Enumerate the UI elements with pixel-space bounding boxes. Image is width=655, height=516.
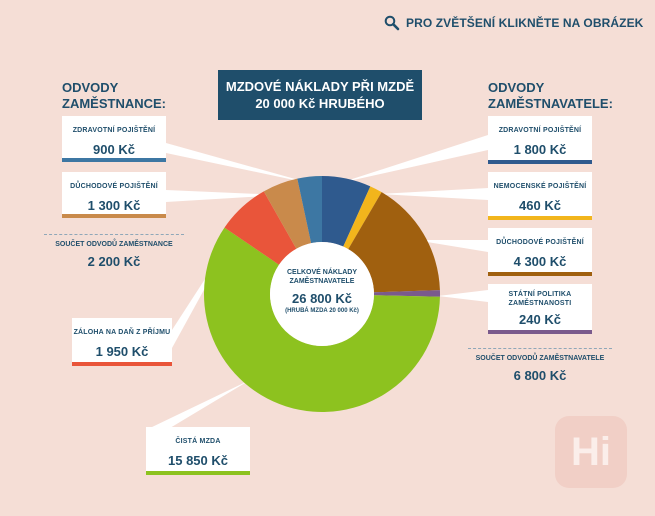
employer-health-card: ZDRAVOTNÍ POJIŠTĚNÍ 1 800 Kč <box>488 116 592 164</box>
card-color-bar <box>488 160 592 164</box>
donut-slice-2 <box>348 192 440 293</box>
card-label: ZÁLOHA NA DAŇ Z PŘÍJMU <box>73 329 171 336</box>
card-label: ZDRAVOTNÍ POJIŠTĚNÍ <box>72 127 156 134</box>
tax-card: ZÁLOHA NA DAŇ Z PŘÍJMU 1 950 Kč <box>72 318 172 366</box>
logo-text: Hi <box>571 429 611 474</box>
donut-hole <box>270 242 374 346</box>
donut-slice-0 <box>322 176 371 247</box>
card-value: 1 300 Kč <box>87 198 141 213</box>
card-color-bar <box>72 362 172 366</box>
card-value: 240 Kč <box>519 312 561 327</box>
chart-title: MZDOVÉ NÁKLADY PŘI MZDĚ 20 000 Kč HRUBÉH… <box>218 70 422 120</box>
employer-sum-value: 6 800 Kč <box>513 368 567 383</box>
employer-sickness-card: NEMOCENSKÉ POJIŠTĚNÍ 460 Kč <box>488 172 592 220</box>
employer-pension-card: DŮCHODOVÉ POJIŠTĚNÍ 4 300 Kč <box>488 228 592 276</box>
center-label: CELKOVÉ NÁKLADY ZAMĚSTNAVATELE 26 800 Kč… <box>272 268 372 314</box>
center-total: 26 800 Kč <box>292 291 352 306</box>
center-line-2: ZAMĚSTNAVATELE <box>289 278 355 285</box>
employer-state-policy-card: STÁTNÍ POLITIKA ZAMĚSTNANOSTI 240 Kč <box>488 284 592 334</box>
divider <box>468 348 612 349</box>
employer-sum-label: SOUČET ODVODŮ ZAMĚSTNAVATELE <box>475 355 605 362</box>
employee-pension-card: DŮCHODOVÉ POJIŠTĚNÍ 1 300 Kč <box>62 172 166 218</box>
employee-sum-value: 2 200 Kč <box>87 254 141 269</box>
employer-heading-line-1: ODVODY <box>488 80 545 95</box>
card-label: ČISTÁ MZDA <box>175 438 221 445</box>
card-color-bar <box>62 214 166 218</box>
donut-slice-5 <box>224 191 297 265</box>
card-color-bar <box>62 158 166 162</box>
zoom-hint-text: PRO ZVĚTŠENÍ KLIKNĚTE NA OBRÁZEK <box>406 16 644 30</box>
card-value: 4 300 Kč <box>513 254 567 269</box>
card-label: STÁTNÍ POLITIKA ZAMĚSTNANOSTI <box>508 291 572 307</box>
card-color-bar <box>488 216 592 220</box>
card-label: DŮCHODOVÉ POJIŠTĚNÍ <box>70 183 158 190</box>
card-value: 15 850 Kč <box>168 453 228 468</box>
card-label: ZDRAVOTNÍ POJIŠTĚNÍ <box>498 127 582 134</box>
card-color-bar <box>488 272 592 276</box>
donut-slice-7 <box>297 176 322 244</box>
donut-slice-6 <box>263 178 312 249</box>
donut-slice-3 <box>373 290 440 297</box>
employee-sum: SOUČET ODVODŮ ZAMĚSTNANCE 2 200 Kč <box>44 234 184 269</box>
card-label: DŮCHODOVÉ POJIŠTĚNÍ <box>496 239 584 246</box>
title-line-1: MZDOVÉ NÁKLADY PŘI MZDĚ <box>225 79 415 94</box>
employer-heading-line-2: ZAMĚSTNAVATELE: <box>488 96 613 111</box>
zoom-hint[interactable]: PRO ZVĚTŠENÍ KLIKNĚTE NA OBRÁZEK <box>384 14 643 32</box>
employer-sum: SOUČET ODVODŮ ZAMĚSTNAVATELE 6 800 Kč <box>468 348 612 383</box>
employee-heading-line-2: ZAMĚSTNANCE: <box>62 96 166 111</box>
card-color-bar <box>488 330 592 334</box>
card-value: 460 Kč <box>519 198 561 213</box>
center-line-1: CELKOVÉ NÁKLADY <box>286 269 357 276</box>
employer-heading: ODVODY ZAMĚSTNAVATELE: <box>488 80 613 112</box>
employee-sum-label: SOUČET ODVODŮ ZAMĚSTNANCE <box>55 241 173 248</box>
donut-slice-1 <box>343 186 382 250</box>
search-icon <box>384 15 400 31</box>
card-color-bar <box>146 471 250 475</box>
employee-health-card: ZDRAVOTNÍ POJIŠTĚNÍ 900 Kč <box>62 116 166 162</box>
card-label: NEMOCENSKÉ POJIŠTĚNÍ <box>493 183 587 190</box>
employee-heading: ODVODY ZAMĚSTNANCE: <box>62 80 166 112</box>
card-value: 1 800 Kč <box>513 142 567 157</box>
title-line-2: 20 000 Kč HRUBÉHO <box>255 96 385 111</box>
net-wage-card: ČISTÁ MZDA 15 850 Kč <box>146 427 250 475</box>
card-value: 900 Kč <box>93 142 135 157</box>
brand-logo: Hi <box>555 416 627 488</box>
employee-heading-line-1: ODVODY <box>62 80 119 95</box>
card-value: 1 950 Kč <box>95 344 149 359</box>
donut-slice-4 <box>203 227 440 412</box>
divider <box>44 234 184 235</box>
center-note: (HRUBÁ MZDA 20 000 Kč) <box>285 308 359 314</box>
